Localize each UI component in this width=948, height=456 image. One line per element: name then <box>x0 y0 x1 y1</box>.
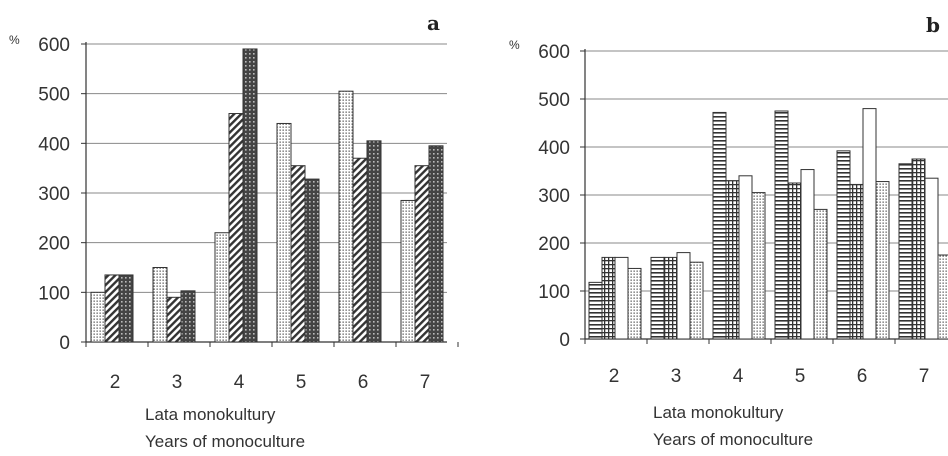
x-tick-label: 4 <box>234 372 245 393</box>
panel-b: 0 100 200 300 400 500 600% b 2 3 4 5 6 7 Lata monokult… <box>509 13 948 449</box>
bar <box>414 165 430 343</box>
bar <box>751 192 766 340</box>
x-tick-label: 3 <box>671 366 682 387</box>
y-tick-label: 100 <box>538 282 570 303</box>
bar <box>166 296 182 343</box>
x-tick-label: 6 <box>857 366 868 387</box>
x-tick-label: 3 <box>172 372 183 393</box>
bar <box>836 150 851 340</box>
x-tick-label: 2 <box>110 372 121 393</box>
bar <box>242 48 258 343</box>
y-tick-label: 300 <box>38 184 70 205</box>
panel-a: 0 100 200 300 400 500 600% a 2 3 4 5 6 7 Lata monokult… <box>9 11 459 451</box>
y-unit-label: % <box>509 38 520 52</box>
y-tick-label: 300 <box>538 186 570 207</box>
y-tick-label: 600 <box>38 35 70 56</box>
x-axis-label: Years of monoculture <box>145 432 305 451</box>
y-tick-label: 400 <box>538 138 570 159</box>
bar <box>627 267 642 340</box>
y-unit-label: % <box>9 33 20 47</box>
bar <box>588 281 603 340</box>
x-tick-label: 7 <box>420 372 431 393</box>
bar <box>352 157 368 343</box>
bar <box>601 256 616 340</box>
bar <box>862 108 877 340</box>
bar <box>104 274 120 343</box>
y-tick-label: 0 <box>59 333 70 354</box>
bar <box>898 163 913 340</box>
bar <box>813 208 828 340</box>
bar <box>676 252 691 340</box>
bar <box>338 90 354 343</box>
x-axis-label: Years of monoculture <box>653 430 813 449</box>
bar <box>650 256 665 340</box>
bar <box>118 274 134 343</box>
bar <box>725 180 740 340</box>
panel-label: a <box>427 11 440 35</box>
bar <box>290 165 306 343</box>
y-tick-label: 600 <box>538 42 570 63</box>
y-tick-label: 0 <box>559 330 570 351</box>
bar <box>875 181 890 340</box>
bar <box>180 290 196 343</box>
x-axis-label: Lata monokultury <box>145 405 276 424</box>
x-tick-label: 5 <box>296 372 307 393</box>
bar <box>787 182 802 340</box>
bar <box>214 232 230 343</box>
x-tick-label: 2 <box>609 366 620 387</box>
bar <box>304 178 320 343</box>
bar <box>738 175 753 340</box>
x-axis-label: Lata monokultury <box>653 403 784 422</box>
y-tick-label: 200 <box>538 234 570 255</box>
bar <box>689 261 704 340</box>
bar <box>800 169 815 340</box>
bar <box>774 110 789 340</box>
bar <box>849 183 864 340</box>
x-tick-label: 7 <box>919 366 930 387</box>
y-tick-label: 200 <box>38 234 70 255</box>
bar <box>924 177 939 340</box>
bar <box>614 256 629 340</box>
y-tick-label: 500 <box>538 90 570 111</box>
y-tick-label: 400 <box>38 134 70 155</box>
bar <box>911 158 926 340</box>
x-tick-label: 6 <box>358 372 369 393</box>
x-tick-label: 4 <box>733 366 744 387</box>
bar <box>428 145 444 343</box>
bar <box>366 140 382 343</box>
panel-label: b <box>926 13 940 37</box>
bar <box>276 122 292 343</box>
bar <box>90 291 106 343</box>
bar <box>400 199 416 343</box>
bar <box>228 113 244 343</box>
bar <box>937 254 948 340</box>
bar <box>663 256 678 340</box>
y-tick-label: 100 <box>38 283 70 304</box>
x-tick-label: 5 <box>795 366 806 387</box>
bar <box>152 267 168 343</box>
y-tick-label: 500 <box>38 85 70 106</box>
bar <box>712 111 727 340</box>
